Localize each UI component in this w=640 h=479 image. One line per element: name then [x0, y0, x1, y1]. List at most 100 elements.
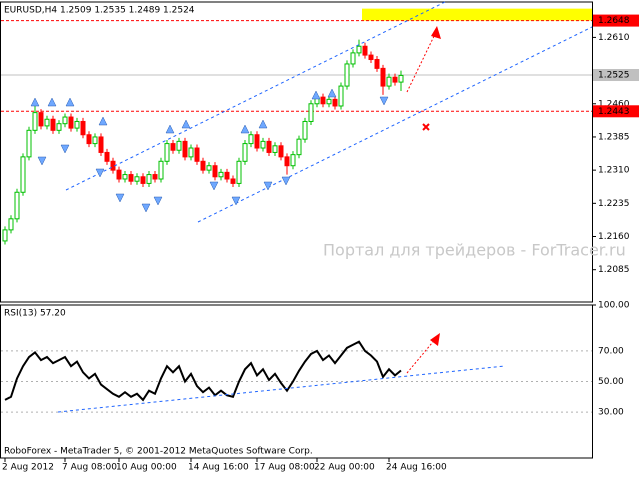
fractal	[30, 97, 40, 107]
y-tick-label: 1.2160	[598, 232, 630, 242]
candle-body	[86, 134, 92, 145]
forecast-arrow	[406, 29, 438, 93]
watermark: Портал для трейдеров - ForTracer.ru	[323, 241, 626, 260]
candle-body	[266, 140, 272, 153]
candle-body	[170, 143, 176, 151]
candle-body	[224, 171, 230, 180]
fractal	[65, 97, 75, 107]
candle-body	[392, 76, 398, 83]
candle-body	[56, 123, 62, 131]
fractal	[60, 144, 70, 154]
candle-body	[350, 52, 356, 65]
fractal	[95, 168, 105, 178]
candle-body	[62, 116, 68, 125]
x-tick-label: 24 Aug 16:00	[386, 463, 447, 473]
candle-body	[332, 98, 338, 107]
fractal	[98, 116, 108, 126]
x-tick-label: 2 Aug 2012	[2, 463, 54, 473]
candle-body	[278, 145, 284, 158]
zone	[362, 8, 592, 21]
y-tick-label: 1.2385	[598, 132, 630, 142]
candle-body	[38, 112, 44, 127]
candle-body	[74, 120, 80, 129]
candle-body	[260, 140, 266, 149]
candle-body	[272, 145, 278, 153]
x-tick-label: 22 Aug 00:00	[314, 463, 375, 473]
candle-body	[98, 136, 104, 153]
y-tick-label: 70.00	[598, 346, 624, 356]
y-tick-label: 50.00	[598, 377, 624, 387]
candle-body	[248, 134, 254, 145]
fractal	[327, 88, 337, 98]
indicator-title: RSI(13) 57.20	[4, 309, 66, 319]
copyright: RoboForex - MetaTrader 5, © 2001-2012 Me…	[4, 447, 313, 457]
fractal	[258, 119, 268, 129]
candle-body	[140, 176, 146, 184]
fractal	[240, 124, 250, 134]
x-tick-label: 7 Aug 08:00	[62, 463, 117, 473]
annotations	[57, 1, 593, 413]
candle-body	[8, 218, 14, 231]
y-tick-label: 1.2235	[598, 199, 630, 209]
arrow-head	[431, 26, 441, 39]
level-box	[593, 14, 639, 27]
y-tick-label: 30.00	[598, 408, 624, 418]
candle-body	[380, 67, 386, 87]
candle-body	[212, 165, 218, 178]
candle-body	[344, 63, 350, 87]
candle-body	[134, 176, 140, 182]
fractal	[153, 196, 163, 206]
fractal	[311, 90, 321, 100]
candle-body	[80, 120, 86, 136]
candle-body	[176, 140, 182, 151]
y-tick-label: 1.2610	[598, 33, 630, 43]
candle-body	[242, 143, 248, 162]
candle-body	[218, 171, 224, 178]
fractal	[37, 156, 47, 166]
candle-body	[368, 54, 374, 61]
candle-body	[374, 59, 380, 69]
candle-body	[254, 134, 260, 149]
candle-body	[356, 45, 362, 54]
fractal	[263, 181, 273, 191]
candle-body	[44, 118, 50, 127]
fractal	[47, 97, 57, 107]
x-tick-label: 10 Aug 00:00	[116, 463, 177, 473]
candle-body	[338, 85, 344, 107]
level-label: 1.2443	[598, 107, 630, 117]
candle-body	[200, 160, 206, 171]
fractal	[281, 176, 291, 186]
channel-upper	[65, 1, 446, 191]
candle-body	[164, 143, 170, 162]
candle-body	[362, 45, 368, 56]
candle-body	[92, 136, 98, 145]
level-box	[593, 105, 639, 118]
candle-body	[236, 160, 242, 184]
candle-body	[26, 129, 32, 158]
fractal	[209, 181, 219, 191]
candle-body	[296, 138, 302, 156]
candle-body	[230, 178, 236, 184]
fractals	[30, 88, 389, 213]
x-tick-label: 14 Aug 16:00	[188, 463, 249, 473]
rsi-arrow-head	[430, 333, 440, 346]
candle-body	[284, 156, 290, 167]
plot-frame	[0, 1, 593, 303]
candle-body	[326, 98, 332, 105]
candle-body	[14, 191, 20, 220]
y-tick-label: 1.2310	[598, 166, 630, 176]
fractal	[165, 124, 175, 134]
candle-body	[194, 147, 200, 162]
candle-body	[122, 174, 128, 180]
candle-body	[50, 118, 56, 131]
fractal	[141, 203, 151, 213]
current-price-box	[593, 69, 639, 82]
rsi-line	[4, 340, 402, 402]
candle-body	[320, 96, 326, 105]
candle-body	[206, 165, 212, 171]
candle-body	[398, 74, 404, 83]
candle-body	[152, 174, 158, 180]
candle-body	[158, 160, 164, 180]
